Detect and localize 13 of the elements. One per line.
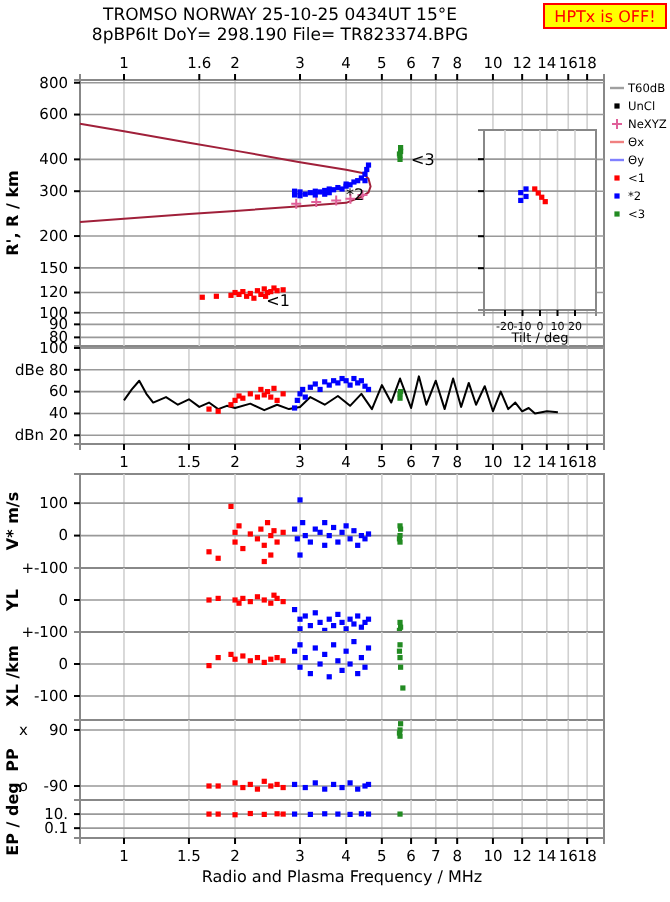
y-axis-title: EP / deg — [4, 781, 22, 856]
y-axis-title: YL — [4, 589, 22, 613]
annotation: <3 — [411, 150, 435, 169]
chart-subtitle: 8pBP6It DoY= 298.190 File= TR823374.BPG — [91, 26, 469, 46]
y-axis-title: R', R / km — [4, 170, 22, 256]
annotation: <1 — [266, 291, 290, 310]
x-axis-title: Radio and Plasma Frequency / MHz — [201, 868, 483, 886]
y-axis-title: PP — [4, 748, 22, 772]
chart-title: TROMSO NORWAY 25-10-25 0434UT 15°E — [101, 6, 457, 26]
text: HPTx is OFF! — [554, 8, 656, 26]
annotation: *2 — [346, 186, 365, 205]
y-axis-title: V* m/s — [4, 491, 22, 551]
y-axis-title: XL /km — [4, 645, 22, 707]
